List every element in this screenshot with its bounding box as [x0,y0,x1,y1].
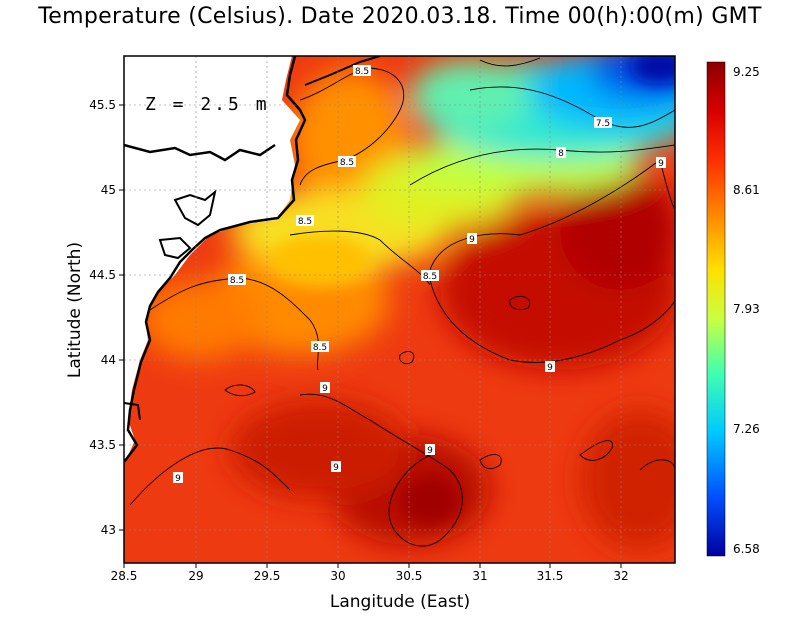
svg-text:9: 9 [322,384,328,394]
contour-label: 9 [173,472,183,484]
y-tick-label: 43 [101,523,116,537]
y-tick-label: 44.5 [89,268,116,282]
svg-text:8.5: 8.5 [340,158,354,168]
colorbar-gradient [706,61,726,557]
coastline [124,56,307,463]
svg-text:8.5: 8.5 [298,217,312,227]
contour-label: 8.5 [296,215,314,227]
map-title: Temperature (Celsius). Date 2020.03.18. … [38,4,762,29]
svg-text:8.5: 8.5 [230,276,244,286]
x-tick-label: 29.5 [254,569,281,583]
x-tick-label: 30 [330,569,345,583]
svg-text:7.5: 7.5 [596,119,610,129]
colorbar: 9.25 8.61 7.93 7.26 6.58 [706,61,760,557]
grid-lines [124,56,675,563]
x-axis: 28.5 29 29.5 30 30.5 31 31.5 32 Langitud… [111,563,629,612]
contour-label: 8 [556,147,566,159]
svg-text:8: 8 [558,149,564,159]
y-tick-label: 45 [101,183,116,197]
contour-label: 9 [320,382,330,394]
contour-label: 8.5 [228,274,246,286]
contour-lines [129,57,675,547]
svg-text:8.5: 8.5 [423,272,437,282]
svg-text:8.5: 8.5 [313,343,327,353]
svg-text:9: 9 [175,474,181,484]
x-tick-label: 32 [613,569,628,583]
x-tick-label: 29 [188,569,203,583]
contour-label: 9 [656,157,666,169]
svg-text:9: 9 [427,446,433,456]
svg-text:9: 9 [333,463,339,473]
contour-label: 9 [467,233,477,245]
temperature-field: 8.5 8.5 8.5 8.5 8.5 8.5 7.5 8 9 9 9 9 9 … [124,56,675,563]
y-tick-label: 44 [101,353,116,367]
colorbar-label: 7.93 [733,302,760,316]
land-mass [124,56,300,465]
x-axis-title: Langitude (East) [330,592,470,612]
plot-frame [123,55,676,564]
colorbar-label: 8.61 [733,183,760,197]
x-tick-label: 30.5 [396,569,423,583]
contour-label: 7.5 [594,117,612,129]
svg-text:9: 9 [469,235,475,245]
y-tick-label: 43.5 [89,438,116,452]
svg-text:8.5: 8.5 [355,67,369,77]
colorbar-label: 7.26 [733,422,760,436]
y-tick-label: 45.5 [89,98,116,112]
contour-label-group: 8.5 8.5 8.5 8.5 8.5 8.5 7.5 8 9 9 9 9 9 … [173,65,666,484]
svg-text:9: 9 [547,363,553,373]
contour-label: 8.5 [353,65,371,77]
contour-label: 9 [425,444,435,456]
x-tick-label: 28.5 [111,569,138,583]
contour-label: 9 [545,361,555,373]
contour-label: 8.5 [421,270,439,282]
x-tick-label: 31.5 [537,569,564,583]
contour-label: 9 [331,461,341,473]
colorbar-label: 9.25 [733,65,760,79]
colorbar-label: 6.58 [733,542,760,556]
contour-label: 8.5 [311,341,329,353]
x-tick-label: 31 [472,569,487,583]
y-axis-title: Latitude (North) [65,242,85,378]
y-axis: 45.5 45 44.5 44 43.5 43 Latitude (North) [65,98,124,537]
contour-label: 8.5 [338,156,356,168]
svg-text:9: 9 [658,159,664,169]
depth-label: Z = 2.5 m [145,94,270,115]
